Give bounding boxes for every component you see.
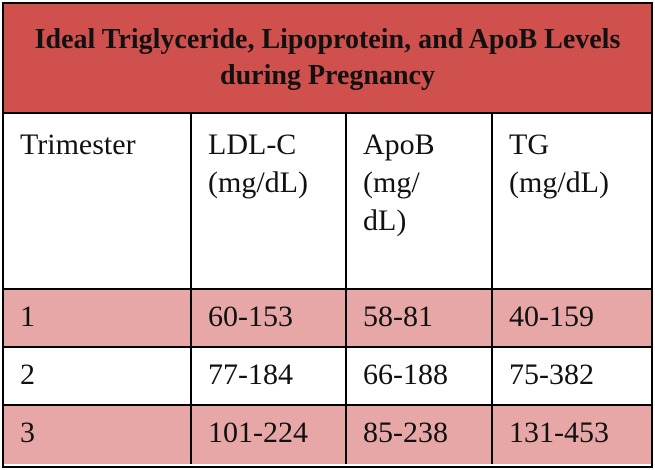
cell-tg: 131-453 [509,416,609,449]
cell-apob: 58-81 [347,290,493,346]
cell-apob: 66-188 [347,348,493,404]
header-ldl-c: LDL-C (mg/dL) [192,114,347,288]
cell-ldl-c: 101-224 [192,406,347,464]
table-row: 1 60-153 58-81 40-159 [4,290,651,348]
cell-ldl-c: 77-184 [192,348,347,404]
header-trimester: Trimester [4,114,192,288]
table-title: Ideal Triglyceride, Lipoprotein, and Apo… [4,4,651,114]
cell-trimester: 2 [4,348,192,404]
table-row: 3 101-224 85-238 131-453 [4,406,651,464]
cell-tg: 40-159 [509,300,594,333]
header-tg: TG (mg/dL) [509,128,609,199]
cell-trimester: 1 [4,290,192,346]
cell-ldl-c: 60-153 [192,290,347,346]
table-grid: Trimester LDL-C (mg/dL) ApoB (mg/ dL) TG… [4,114,651,464]
cell-tg: 75-382 [509,358,594,391]
table-row: 2 77-184 66-188 75-382 [4,348,651,406]
cell-trimester: 3 [4,406,192,464]
table-header-row: Trimester LDL-C (mg/dL) ApoB (mg/ dL) TG… [4,114,651,290]
header-apob: ApoB (mg/ dL) [347,114,493,288]
cell-apob: 85-238 [347,406,493,464]
